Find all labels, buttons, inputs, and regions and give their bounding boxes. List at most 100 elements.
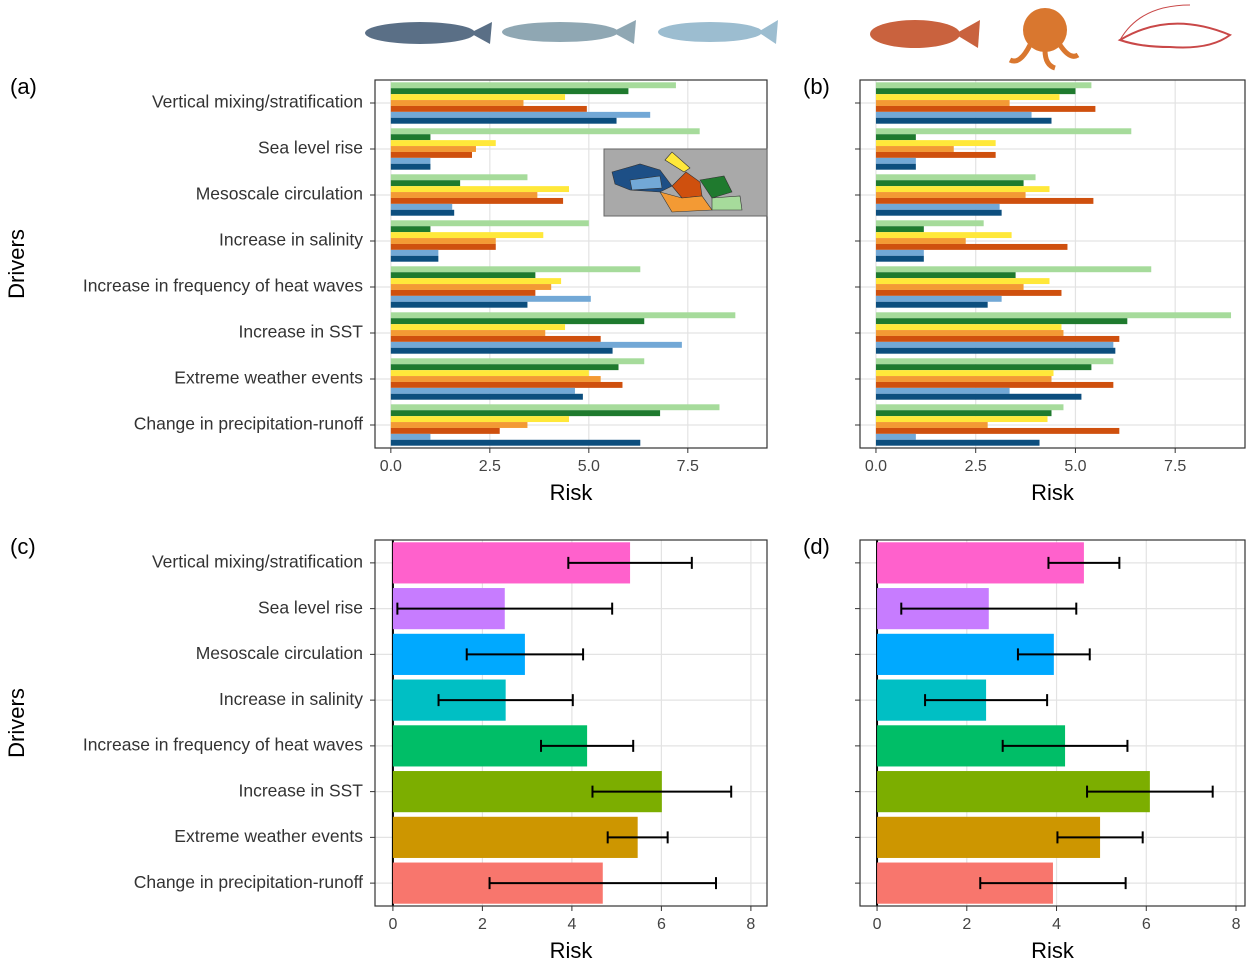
y-tick-label: Increase in frequency of heat waves [83,735,363,755]
bar [876,158,916,164]
bar [876,204,1000,210]
bar [391,348,613,354]
y-axis-title: Drivers [4,229,29,299]
x-tick-label: 0 [388,916,397,933]
x-tick-label: 8 [746,916,755,933]
x-tick-label: 7.5 [677,458,699,475]
panel-label: (a) [10,74,37,99]
bar [391,112,650,118]
bar [391,302,528,308]
panel-label: (d) [803,534,830,559]
fish-icon [658,22,762,42]
fish-icon [870,20,960,48]
x-axis-title: Risk [1031,938,1075,963]
bar [391,410,660,416]
bar [876,88,1075,94]
bar [876,100,1010,106]
bar [876,278,1050,284]
bar [876,440,1040,446]
bar [876,382,1113,388]
page: {"chart_data": [ {"type": "bar", "label"… [0,0,1250,968]
bar [391,118,617,124]
bar [876,94,1060,100]
x-tick-label: 4 [1052,916,1061,933]
bar [876,284,1024,290]
bar [391,226,431,232]
bar [876,312,1231,318]
bar [391,244,496,250]
bar [391,324,565,330]
fish-icon [758,20,778,44]
bar [391,342,682,348]
bar [391,198,563,204]
y-tick-label: Mesoscale circulation [196,184,363,204]
bar [391,272,536,278]
x-tick-label: 0.0 [380,458,402,475]
bar [876,370,1054,376]
bar [391,382,623,388]
bar [876,250,924,256]
panel-label: (c) [10,534,36,559]
bar [391,312,735,318]
bar [876,376,1052,382]
bar [876,174,1036,180]
bar [876,266,1151,272]
y-tick-label: Vertical mixing/stratification [152,92,363,112]
bar [391,220,589,226]
bar [391,296,591,302]
bar [876,296,1002,302]
y-tick-label: Increase in salinity [219,689,363,709]
bar [391,336,601,342]
bar [391,128,700,134]
y-tick-label: Increase in frequency of heat waves [83,276,363,296]
bar [391,434,431,440]
x-axis-title: Risk [1031,480,1075,505]
bar [876,302,988,308]
y-tick-label: Increase in SST [239,780,364,800]
map-region [712,196,742,210]
bar [391,140,496,146]
bar [876,128,1131,134]
bar [391,284,551,290]
bar [876,210,1002,216]
bar [391,370,589,376]
bar [876,82,1091,88]
bar [876,422,988,428]
bar [876,118,1052,124]
bar [393,817,638,858]
bar [876,152,996,158]
bar [876,394,1081,400]
bar [876,404,1064,410]
fish-icon [955,20,980,48]
y-tick-label: Mesoscale circulation [196,643,363,663]
bar [876,256,924,262]
bar [391,440,640,446]
bar [876,348,1115,354]
x-axis-title: Risk [550,938,594,963]
bar [391,394,583,400]
bar [876,238,966,244]
x-tick-label: 6 [657,916,666,933]
y-tick-label: Change in precipitation-runoff [134,414,363,434]
bar [391,358,644,364]
panel-label: (b) [803,74,830,99]
fish-icon [502,22,618,42]
bar [391,204,452,210]
x-tick-label: 8 [1232,916,1241,933]
bar [876,388,1010,394]
bar [391,106,587,112]
bar [876,428,1119,434]
fish-icon [612,20,636,44]
x-tick-label: 5.0 [1064,458,1086,475]
species-illustrations [365,5,1230,68]
shrimp-icon [1120,24,1230,48]
bar [876,180,1024,186]
bar [876,192,1026,198]
bar [876,324,1062,330]
bar [391,174,528,180]
y-tick-label: Increase in SST [239,322,364,342]
x-tick-label: 0 [873,916,882,933]
bar [391,180,460,186]
bar [391,290,536,296]
bar [391,134,431,140]
